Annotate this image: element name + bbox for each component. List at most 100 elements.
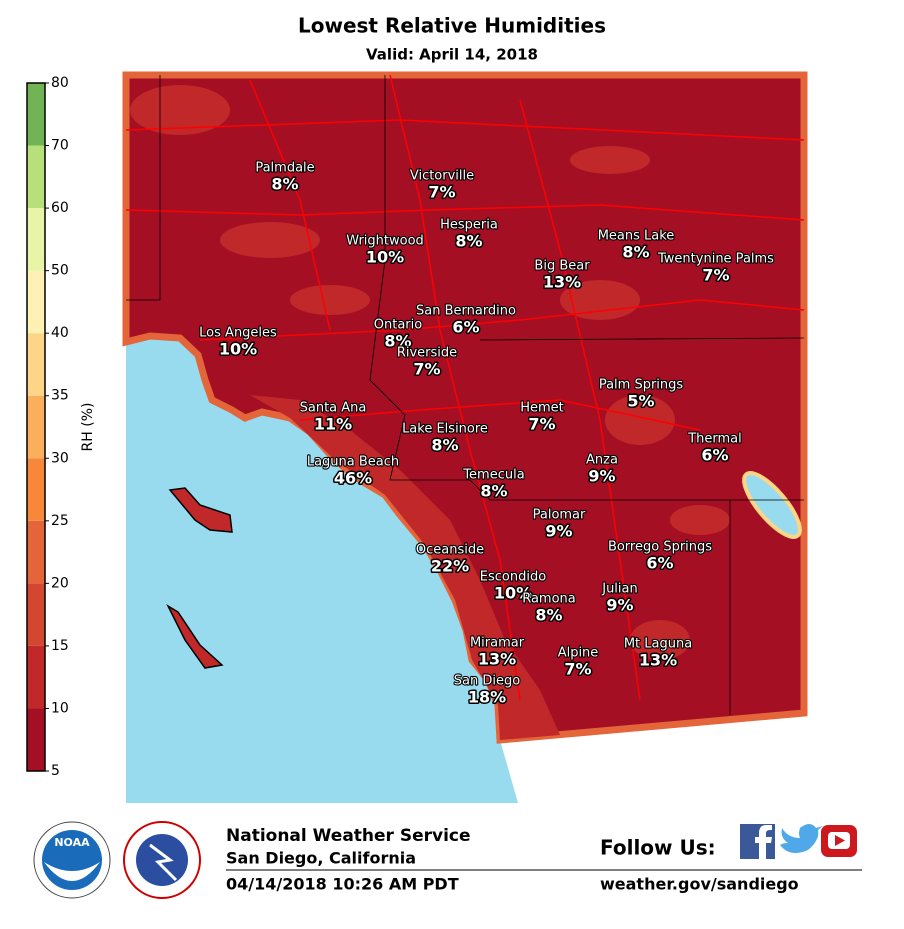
title: Lowest Relative Humidities [298,14,606,38]
colorbar-frame [26,82,46,772]
city-value: 8% [535,606,562,625]
city-name: Wrightwood [346,234,424,249]
city-value: 8% [622,243,649,262]
city-name: Lake Elsinore [402,422,488,437]
city-name: Riverside [397,346,457,361]
city-value: 10% [366,248,404,267]
city-name: Miramar [470,636,525,651]
city-name: Palmdale [255,161,314,176]
city-value: 7% [413,360,440,379]
city-name: Palomar [533,508,586,523]
colorbar-segment [27,395,45,459]
colorbar-tick-label: 20 [51,575,69,591]
san-clemente-island [166,604,224,669]
city-value: 6% [701,446,728,465]
city-value: 8% [480,482,507,501]
city-name: Oceanside [416,543,484,558]
colorbar-segment [27,270,45,334]
youtube-play [835,835,845,846]
city-value: 7% [428,183,455,202]
city-name: Means Lake [598,229,675,244]
colorbar-segment [27,458,45,521]
city-value: 8% [455,232,482,251]
city-value: 6% [452,318,479,337]
city-name: San Bernardino [416,304,516,319]
city-value: 22% [431,557,469,576]
city-name: Laguna Beach [307,455,399,470]
coastal-zone [250,395,560,740]
city-name: Alpine [558,646,599,661]
map [122,71,808,803]
city-name: Twentynine Palms [657,252,774,267]
colorbar-segment [27,583,45,646]
city-name: Mt Laguna [624,637,692,652]
url[interactable]: weather.gov/sandiego [600,875,799,894]
city-value: 7% [564,660,591,679]
city-name: Hesperia [440,218,498,233]
colorbar-tick-label: 50 [51,263,69,279]
catalina-island [168,487,233,533]
city-value: 6% [646,554,673,573]
colorbar-segment [27,145,45,209]
city-value: 11% [314,415,352,434]
salton-sea [742,471,802,539]
footer: NOAA National Weather Service San Diego,… [33,821,862,899]
city-value: 9% [545,522,572,541]
city-value: 8% [431,436,458,455]
city-value: 13% [543,273,581,292]
colorbar-tick-label: 35 [51,388,69,404]
colorbar-tick-label: 25 [51,513,69,529]
colorbar-tick-label: 40 [51,325,69,341]
colorbar-label: RH (%) [80,403,96,452]
city-name: Anza [586,453,618,468]
colorbar-segment [27,333,45,396]
colorbar-tick-label: 10 [51,700,69,716]
colorbar-segment [27,83,45,146]
city-name: Temecula [462,468,524,483]
city-value: 8% [384,332,411,351]
colorbar-tick-label: 80 [51,75,69,91]
city-name: Los Angeles [199,326,277,341]
city-name: Hemet [520,401,564,416]
city-value: 7% [528,415,555,434]
colorbar-tick-label: 30 [51,450,69,466]
noaa-bird [44,862,100,881]
city-name: San Diego [454,674,520,689]
twitter-icon[interactable] [780,824,823,854]
city-name: Escondido [480,570,546,585]
city-value: 8% [271,175,298,194]
city-name: Santa Ana [300,401,367,416]
colorbar-segment [27,520,45,584]
nws-bolt [149,843,178,882]
colorbar-tick-label: 15 [51,638,69,654]
noaa-text: NOAA [54,836,90,849]
office: San Diego, California [226,849,416,868]
subtitle: Valid: April 14, 2018 [366,46,538,64]
colorbar-tick-label: 5 [51,763,60,779]
county-lines [126,75,805,715]
colorbar-segment [27,708,45,771]
colorbar-segment [27,645,45,709]
city-name: Palm Springs [599,378,684,393]
agency: National Weather Service [226,826,471,846]
city-value: 18% [468,688,506,707]
city-name: Borrego Springs [608,540,712,555]
patches [130,85,730,660]
city-name: Ramona [522,592,576,607]
city-name: Big Bear [534,259,590,274]
city-value: 9% [588,467,615,486]
follow: Follow Us: [600,836,716,860]
city-value: 9% [606,596,633,615]
facebook-glyph [755,825,772,859]
roads [125,74,805,701]
city-value: 13% [639,651,677,670]
city-value: 46% [334,469,372,488]
colorbar-tick-label: 60 [51,200,69,216]
issued: 04/14/2018 10:26 AM PDT [226,875,459,894]
city-name: Victorville [410,169,474,184]
city-value: 5% [627,392,654,411]
city-value: 10% [494,584,532,603]
